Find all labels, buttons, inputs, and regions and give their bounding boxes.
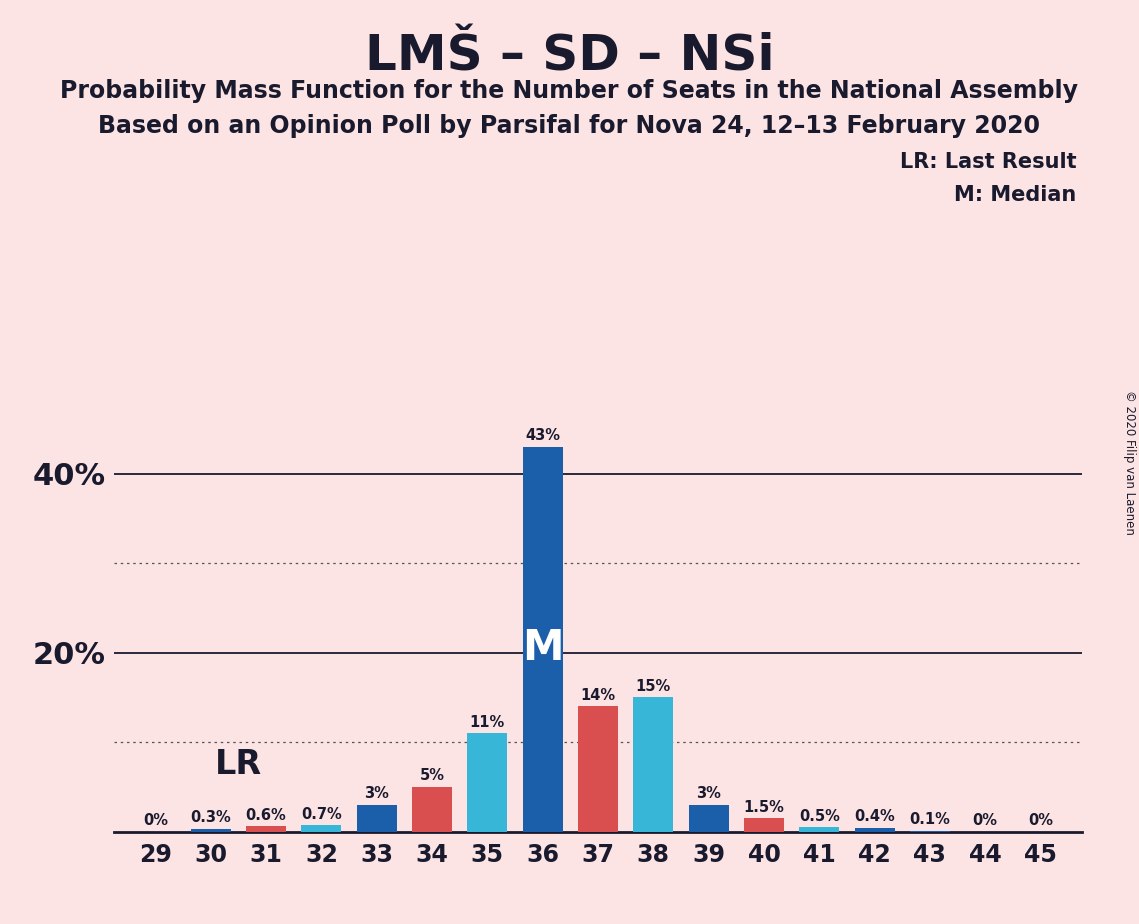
Text: 43%: 43%	[525, 428, 560, 444]
Bar	[467, 733, 507, 832]
Text: 0.6%: 0.6%	[246, 808, 286, 822]
Text: 3%: 3%	[696, 786, 721, 801]
Text: 0.4%: 0.4%	[854, 809, 895, 824]
Bar	[854, 828, 894, 832]
Text: 5%: 5%	[419, 768, 444, 784]
Text: 3%: 3%	[364, 786, 390, 801]
Bar	[191, 829, 230, 832]
Text: Probability Mass Function for the Number of Seats in the National Assembly: Probability Mass Function for the Number…	[60, 79, 1079, 103]
Text: 14%: 14%	[581, 687, 615, 703]
Text: Based on an Opinion Poll by Parsifal for Nova 24, 12–13 February 2020: Based on an Opinion Poll by Parsifal for…	[98, 114, 1041, 138]
Text: 1.5%: 1.5%	[744, 799, 785, 815]
Bar	[689, 805, 729, 832]
Text: 11%: 11%	[469, 714, 505, 730]
Text: 0.5%: 0.5%	[798, 808, 839, 823]
Text: LMŠ – SD – NSi: LMŠ – SD – NSi	[364, 32, 775, 80]
Bar	[633, 698, 673, 832]
Bar	[357, 805, 396, 832]
Text: 0%: 0%	[1029, 813, 1054, 828]
Text: © 2020 Filip van Laenen: © 2020 Filip van Laenen	[1123, 390, 1137, 534]
Text: 0.1%: 0.1%	[909, 812, 950, 827]
Text: 0%: 0%	[973, 813, 998, 828]
Text: 0.3%: 0.3%	[190, 810, 231, 825]
Bar	[579, 706, 617, 832]
Text: 15%: 15%	[636, 679, 671, 694]
Bar	[800, 827, 839, 832]
Bar	[246, 826, 286, 832]
Text: 0%: 0%	[142, 813, 167, 828]
Bar	[744, 818, 784, 832]
Bar	[412, 787, 452, 832]
Text: LR: Last Result: LR: Last Result	[900, 152, 1076, 173]
Bar	[302, 825, 342, 832]
Text: LR: LR	[215, 748, 262, 781]
Text: 0.7%: 0.7%	[301, 807, 342, 821]
Text: M: Median: M: Median	[954, 185, 1076, 205]
Bar	[523, 446, 563, 832]
Text: M: M	[522, 627, 564, 669]
